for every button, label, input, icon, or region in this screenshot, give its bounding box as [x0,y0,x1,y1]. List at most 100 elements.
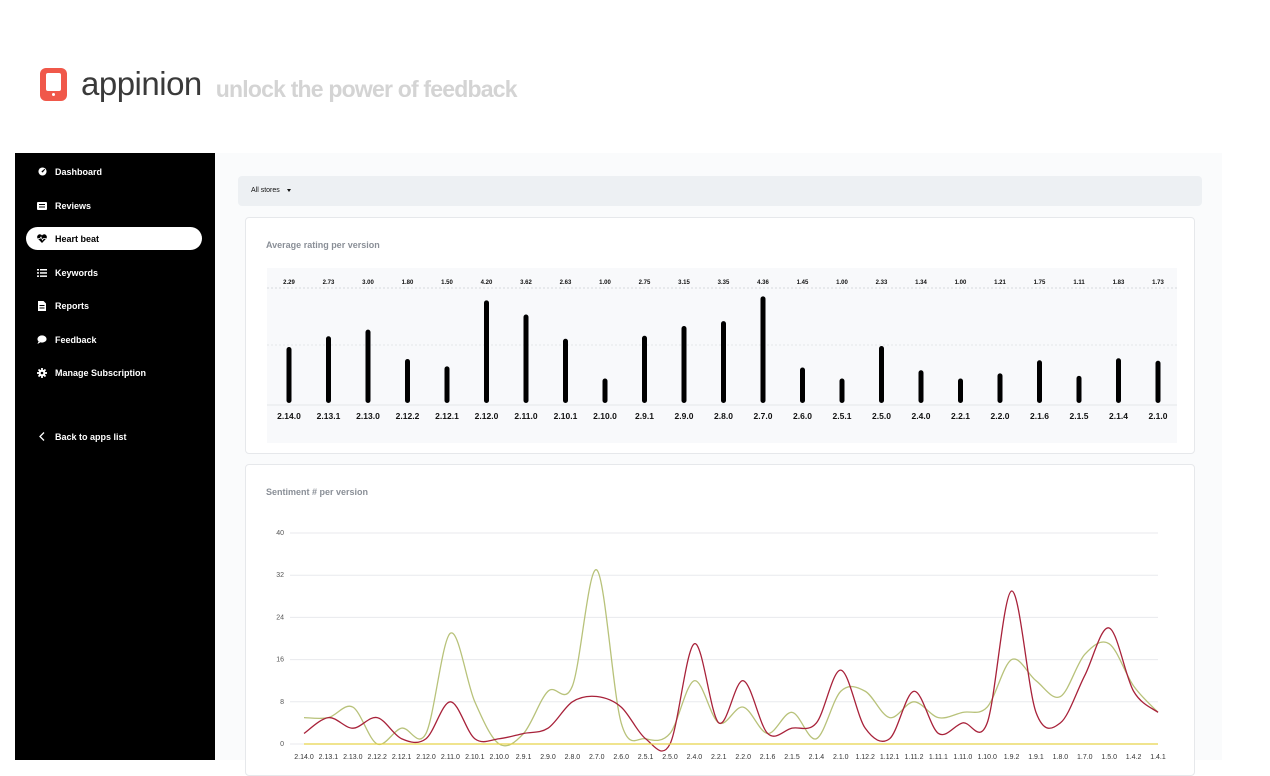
bar[interactable] [444,366,450,403]
report-icon [36,300,48,311]
y-tick-label: 16 [276,657,284,664]
sentiment-chart-title: Sentiment # per version [266,487,369,497]
sidebar-item-heart-beat[interactable]: Heart beat [26,227,202,250]
x-tick-label: 2.1.0 [1149,411,1168,421]
bar-value-label: 2.33 [876,280,888,286]
bar[interactable] [958,378,963,403]
bar[interactable] [563,338,568,403]
x-tick-label: 2.1.6 [1030,411,1049,421]
bar-value-label: 1.45 [797,280,809,286]
x-tick-label: 2.2.0 [735,754,751,761]
x-tick-label: 2.9.1 [635,411,654,421]
bar[interactable] [1076,375,1082,403]
bar[interactable] [681,326,687,403]
x-tick-label: 2.10.1 [554,411,578,421]
y-tick-label: 0 [280,741,284,748]
store-select-label: All stores [251,187,280,194]
sentiment-card: Sentiment # per version 0 8 16 24 32 40 2.14.0… [245,464,1195,776]
sidebar-item-label: Reports [55,300,90,311]
x-tick-label: 2.7.0 [754,411,773,421]
bar-value-label: 1.00 [599,280,611,286]
x-tick-label: 1.4.2 [1126,754,1142,761]
y-tick-label: 32 [276,572,284,579]
x-tick-label: 1.9.1 [1028,754,1044,761]
sidebar-item-label: Reviews [55,200,92,211]
bar-value-label: 2.29 [283,280,295,286]
sidebar-item-dashboard[interactable]: Dashboard [26,160,202,183]
x-tick-label: 2.13.1 [319,754,339,761]
bar-value-label: 1.80 [402,280,414,286]
comment-icon [36,335,48,344]
sidebar-item-label: Manage Subscription [55,367,147,378]
rating-chart-area: 2.29 2.14.0 2.73 2.13.1 3.00 2.13.0 1.80 2.12.2… [267,268,1206,443]
filter-bar: All stores [238,176,1202,206]
bar[interactable] [523,314,529,403]
sidebar: Dashboard Reviews Heart beat Keywords Re… [15,153,215,760]
sidebar-item-feedback[interactable]: Feedback [26,328,202,351]
gear-icon [36,367,48,378]
sidebar-item-manage-subscription[interactable]: Manage Subscription [26,361,202,384]
bar-value-label: 1.00 [836,280,848,286]
x-tick-label: 2.5.0 [872,411,891,421]
main-content: All stores Average rating per version 2.… [215,153,1222,776]
bar[interactable] [1155,360,1161,403]
bar-value-label: 3.35 [718,280,730,286]
back-to-apps-label: Back to apps list [55,431,127,442]
x-tick-label: 2.1.5 [1070,411,1089,421]
x-tick-label: 1.9.2 [1004,754,1020,761]
sidebar-item-reports[interactable]: Reports [26,294,202,317]
series-line-red[interactable] [303,590,1159,752]
x-tick-label: 2.10.0 [593,411,617,421]
x-tick-label: 2.4.0 [687,754,703,761]
heartbeat-icon [36,234,48,243]
sidebar-item-label: Keywords [55,267,99,278]
bar[interactable] [997,373,1003,403]
bar[interactable] [879,346,884,403]
bar[interactable] [1116,358,1121,403]
bar[interactable] [365,329,371,403]
list-icon [36,268,48,277]
x-tick-label: 1.7.0 [1077,754,1093,761]
bar-value-label: 1.21 [994,280,1006,286]
sidebar-item-reviews[interactable]: Reviews [26,194,202,217]
x-tick-label: 2.2.1 [951,411,970,421]
x-tick-label: 2.14.0 [294,754,314,761]
store-select[interactable]: All stores [251,187,291,194]
bar[interactable] [326,336,331,403]
bar-value-label: 1.50 [441,280,453,286]
x-tick-label: 1.11.2 [905,754,924,761]
bar[interactable] [800,367,805,403]
x-tick-label: 2.5.1 [638,754,654,761]
back-to-apps-link[interactable]: Back to apps list [26,425,202,448]
bar[interactable] [839,378,845,403]
x-tick-label: 2.8.0 [565,754,581,761]
bar[interactable] [1037,360,1042,403]
bar[interactable] [760,296,766,403]
reviews-icon [36,201,48,210]
x-tick-label: 2.1.5 [784,754,800,761]
x-tick-label: 1.8.0 [1053,754,1069,761]
bar[interactable] [484,300,489,403]
brand-header: appinion unlock the power of feedback [40,65,518,102]
bar[interactable] [405,359,410,403]
x-tick-label: 2.12.1 [392,754,412,761]
bar[interactable] [918,370,924,403]
y-tick-label: 8 [280,699,284,706]
sidebar-item-keywords[interactable]: Keywords [26,261,202,284]
bar[interactable] [286,347,292,403]
bar[interactable] [642,335,647,403]
x-tick-label: 2.13.1 [317,411,341,421]
x-tick-label: 2.1.4 [809,754,825,761]
x-tick-label: 2.9.0 [540,754,556,761]
x-tick-label: 1.10.0 [977,754,997,761]
x-tick-label: 2.10.1 [465,754,485,761]
x-tick-label: 2.4.0 [912,411,931,421]
x-tick-label: 2.1.6 [760,754,776,761]
rating-card: Average rating per version 2.29 2.14.0 2.7… [245,217,1206,454]
x-tick-label: 2.1.4 [1109,411,1128,421]
brand-name: appinion [81,65,202,102]
series-line-green[interactable] [303,569,1159,747]
x-tick-label: 2.12.0 [416,754,436,761]
bar[interactable] [602,378,608,403]
bar[interactable] [721,321,726,403]
